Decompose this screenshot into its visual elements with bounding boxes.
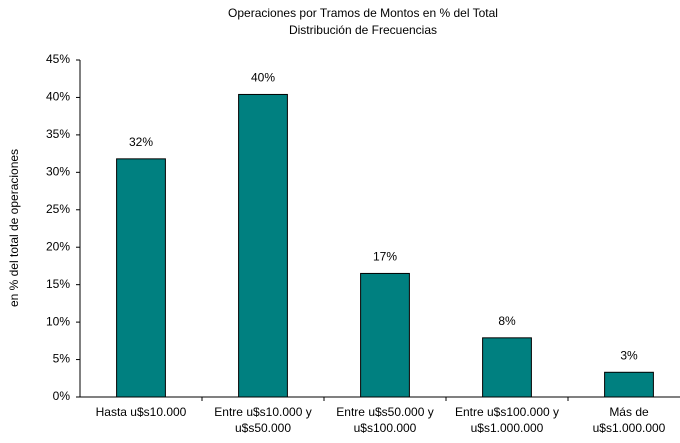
bar	[238, 93, 288, 398]
x-tick-label: Entre u$s100.000 y	[455, 405, 559, 419]
y-tick-label: 5%	[53, 352, 71, 366]
y-tick-label: 20%	[46, 239, 70, 253]
y-tick-label: 10%	[46, 314, 70, 328]
x-tick-label: u$s1.000.000	[471, 421, 544, 435]
x-tick-label: Entre u$s10.000 y	[214, 405, 311, 419]
y-tick-label: 25%	[46, 202, 70, 216]
bar	[116, 158, 166, 398]
bar	[482, 337, 532, 398]
y-tick-label: 15%	[46, 277, 70, 291]
data-label: 8%	[498, 314, 516, 328]
y-tick-label: 0%	[53, 389, 71, 403]
bar	[360, 272, 410, 398]
data-label: 40%	[251, 71, 275, 85]
chart-subtitle: Distribución de Frecuencias	[289, 23, 437, 37]
y-tick-label: 40%	[46, 90, 70, 104]
data-label: 3%	[620, 348, 638, 362]
x-tick-label: u$s100.000	[354, 421, 417, 435]
y-tick-label: 30%	[46, 165, 70, 179]
y-axis-label: en % del total de operaciones	[7, 149, 21, 307]
x-tick-label: Más de	[609, 405, 649, 419]
data-label: 32%	[129, 135, 153, 149]
x-tick-label: u$s1.000.000	[593, 421, 666, 435]
chart-title: Operaciones por Tramos de Montos en % de…	[228, 6, 498, 20]
x-tick-label: Entre u$s50.000 y	[336, 405, 433, 419]
bar	[604, 371, 654, 398]
x-tick-label: Hasta u$s10.000	[96, 405, 187, 419]
x-tick-label: u$s50.000	[235, 421, 291, 435]
y-tick-label: 45%	[46, 52, 70, 66]
data-label: 17%	[373, 250, 397, 264]
y-tick-label: 35%	[46, 127, 70, 141]
